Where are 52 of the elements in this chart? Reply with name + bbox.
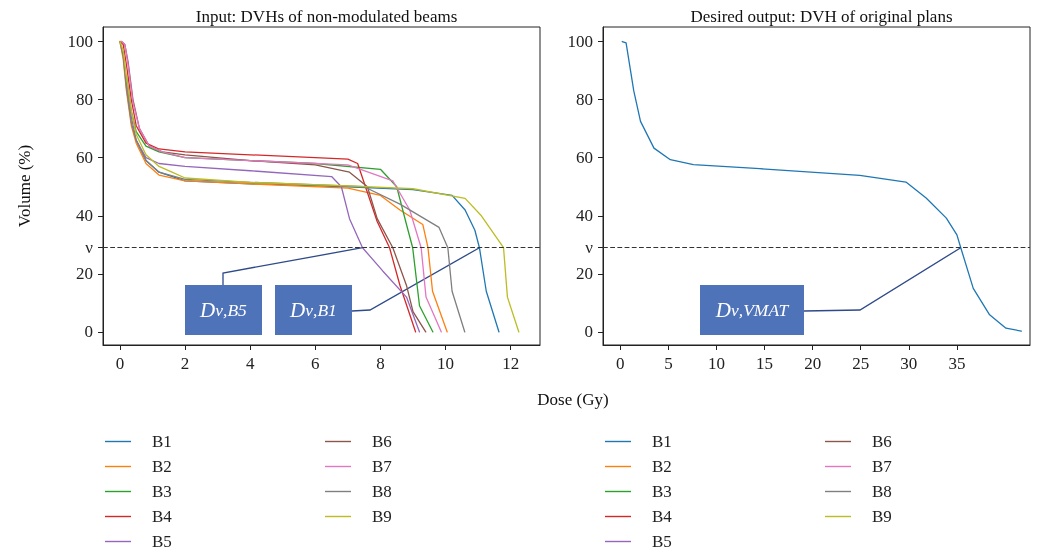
legend-label: B4 (652, 507, 673, 526)
legend-label: B5 (652, 532, 672, 548)
legend-label: B7 (872, 457, 893, 476)
y-tick-label: ν (85, 238, 94, 258)
y-tick-label: ν (585, 238, 594, 258)
x-tick-label: 0 (616, 354, 625, 373)
x-tick-label: 2 (180, 354, 190, 373)
legend-label: B7 (372, 457, 393, 476)
y-tick-label: 80 (76, 90, 93, 110)
y-tick-label: 20 (76, 264, 93, 284)
legend-label: B5 (152, 532, 172, 548)
legend-label: B9 (372, 507, 392, 526)
x-tick-label: 15 (756, 354, 774, 373)
y-tick-label: 100 (67, 32, 93, 52)
legend-label: B8 (372, 482, 392, 501)
y-tick-label: 20 (576, 264, 593, 284)
y-tick-label: 40 (76, 206, 93, 226)
legend-label: B2 (152, 457, 172, 476)
legend-label: B3 (152, 482, 172, 501)
legend-label: B1 (152, 432, 172, 451)
legend-label: B6 (372, 432, 392, 451)
legend-label: B3 (652, 482, 672, 501)
y-tick-label: 0 (584, 322, 593, 342)
legend-label: B8 (872, 482, 892, 501)
x-tick-label: 0 (115, 354, 125, 373)
line-series (621, 40, 1022, 332)
x-tick-label: 6 (311, 354, 320, 373)
x-tick-label: 10 (437, 354, 455, 373)
y-tick-label: 100 (567, 32, 593, 52)
x-tick-label: 4 (245, 354, 255, 373)
x-axis-title: Dose (Gy) (536, 390, 610, 410)
y-tick-label: 0 (84, 322, 93, 342)
x-tick-label: 8 (376, 354, 385, 373)
x-tick-label: 5 (664, 354, 673, 373)
x-tick-label: 20 (804, 354, 822, 373)
y-tick-label: 60 (76, 148, 93, 168)
y-tick-label: 80 (576, 90, 593, 110)
legend-label: B4 (152, 507, 173, 526)
x-tick-label: 10 (707, 354, 725, 373)
legend-label: B9 (872, 507, 892, 526)
x-tick-label: 25 (852, 354, 870, 373)
legend-label: B2 (652, 457, 672, 476)
chart-title: Desired output: DVH of original plans (690, 7, 953, 26)
x-tick-label: 30 (900, 354, 918, 373)
y-tick-label: 40 (576, 206, 593, 226)
chart-title: Input: DVHs of non-modulated beams (195, 7, 458, 26)
legend-label: B1 (652, 432, 672, 451)
x-tick-label: 12 (502, 354, 520, 373)
x-tick-label: 35 (948, 354, 966, 373)
y-axis-title: Volume (%) (15, 144, 34, 228)
legend-label: B6 (872, 432, 892, 451)
y-tick-label: 60 (576, 148, 593, 168)
